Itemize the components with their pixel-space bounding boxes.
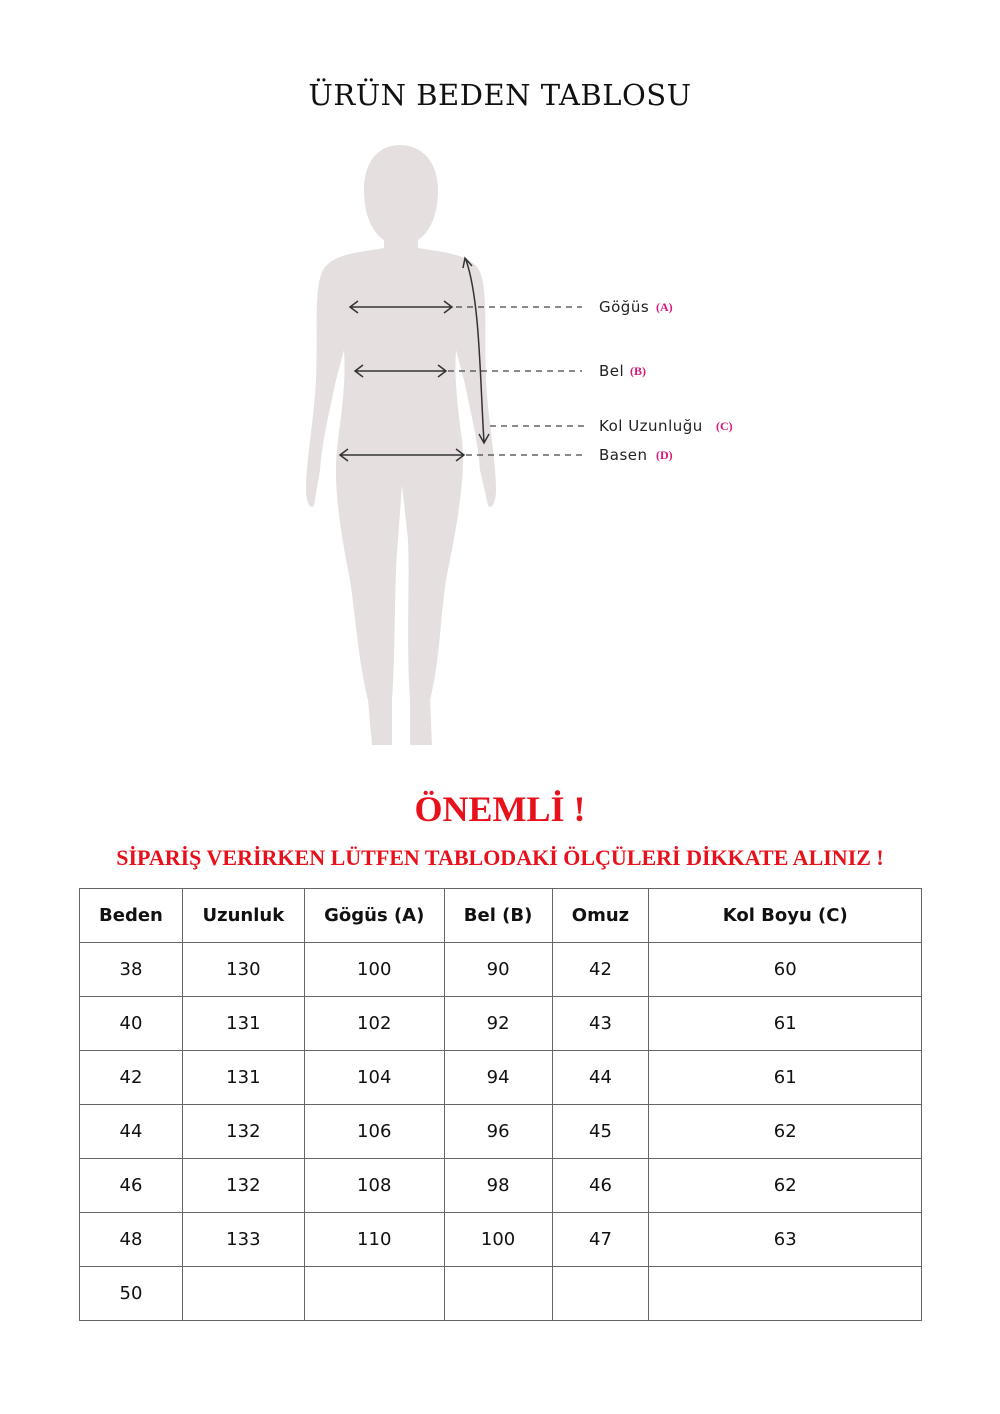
table-cell [443,1266,553,1321]
table-cell: 110 [303,1212,445,1267]
measurement-arrows [338,256,490,462]
table-cell: 61 [648,996,922,1051]
table-cell: 106 [303,1104,445,1159]
header-omuz: Omuz [551,888,650,943]
table-row: 38 130 100 90 42 60 [79,942,922,997]
page-title: ÜRÜN BEDEN TABLOSU [308,78,692,112]
header-gogus: Gögüs (A) [303,888,445,943]
tag-d: (D) [656,448,673,462]
label-kol-uzunlugu: Kol Uzunluğu [599,417,703,435]
tag-c: (C) [716,419,733,433]
header-beden: Beden [79,888,183,943]
tag-a: (A) [656,300,673,314]
table-cell: 43 [551,996,650,1051]
table-cell: 42 [551,942,650,997]
table-cell: 46 [551,1158,650,1213]
header-uzunluk: Uzunluk [181,888,305,943]
table-cell [648,1266,922,1321]
label-gogus: Göğüs [599,298,649,316]
table-cell [181,1266,305,1321]
header-bel: Bel (B) [443,888,553,943]
table-cell: 94 [443,1050,553,1105]
table-row: 48 133 110 100 47 63 [79,1212,922,1267]
table-cell: 44 [551,1050,650,1105]
table-cell: 44 [79,1104,183,1159]
table-cell: 48 [79,1212,183,1267]
table-cell: 104 [303,1050,445,1105]
dashed-leaders [448,306,584,456]
table-cell: 131 [181,1050,305,1105]
table-cell: 90 [443,942,553,997]
table-cell: 46 [79,1158,183,1213]
table-cell: 100 [443,1212,553,1267]
table-cell: 61 [648,1050,922,1105]
table-cell: 47 [551,1212,650,1267]
table-cell: 100 [303,942,445,997]
body-measurement-figure: Göğüs (A) Bel (B) Kol Uzunluğu (C) Basen… [306,145,733,745]
table-row: 44 132 106 96 45 62 [79,1104,922,1159]
table-cell [551,1266,650,1321]
table-row: 40 131 102 92 43 61 [79,996,922,1051]
woman-silhouette [306,145,496,745]
table-cell: 45 [551,1104,650,1159]
table-cell: 62 [648,1104,922,1159]
table-cell: 50 [79,1266,183,1321]
table-cell: 60 [648,942,922,997]
table-cell: 131 [181,996,305,1051]
table-cell: 130 [181,942,305,997]
table-row: 42 131 104 94 44 61 [79,1050,922,1105]
warning-message: SİPARİŞ VERİRKEN LÜTFEN TABLODAKİ ÖLÇÜLE… [116,845,884,870]
table-cell: 62 [648,1158,922,1213]
table-cell: 108 [303,1158,445,1213]
table-cell: 40 [79,996,183,1051]
size-table: Beden Uzunluk Gögüs (A) Bel (B) Omuz Kol… [79,888,922,1321]
label-basen: Basen [599,446,648,464]
table-cell: 98 [443,1158,553,1213]
table-cell: 132 [181,1158,305,1213]
table-cell: 133 [181,1212,305,1267]
tag-b: (B) [630,364,646,378]
important-heading: ÖNEMLİ ! [414,789,586,829]
table-row: 50 [79,1266,922,1321]
label-bel: Bel [599,362,624,380]
header-kol-boyu: Kol Boyu (C) [648,888,922,943]
table-header-row: Beden Uzunluk Gögüs (A) Bel (B) Omuz Kol… [79,888,922,943]
table-row: 46 132 108 98 46 62 [79,1158,922,1213]
table-cell: 38 [79,942,183,997]
table-cell: 96 [443,1104,553,1159]
table-cell: 102 [303,996,445,1051]
table-cell: 92 [443,996,553,1051]
table-cell: 132 [181,1104,305,1159]
table-cell [303,1266,445,1321]
table-cell: 42 [79,1050,183,1105]
table-cell: 63 [648,1212,922,1267]
